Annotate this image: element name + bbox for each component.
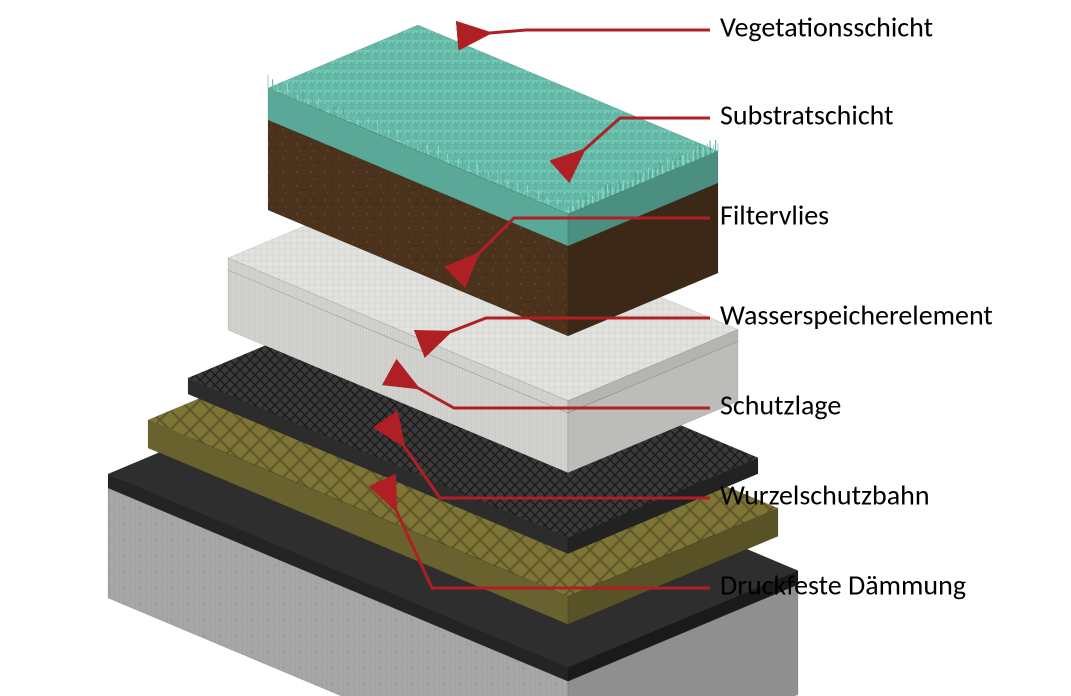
- label-filterfleece: Filtervlies: [720, 198, 829, 233]
- arrow-vegetation: [490, 30, 710, 33]
- layer-diagram: Vegetationsschicht Substratschicht Filterv…: [0, 0, 1071, 696]
- label-protection: Schutzlage: [720, 388, 841, 423]
- label-waterstorage: Wasserspeicherelement: [720, 298, 993, 333]
- label-substrate: Substratschicht: [720, 98, 893, 133]
- label-vegetation: Vegetationsschicht: [720, 10, 933, 45]
- label-insulation: Druckfeste Dämmung: [720, 568, 966, 603]
- label-rootbarrier: Wurzelschutzbahn: [720, 478, 930, 513]
